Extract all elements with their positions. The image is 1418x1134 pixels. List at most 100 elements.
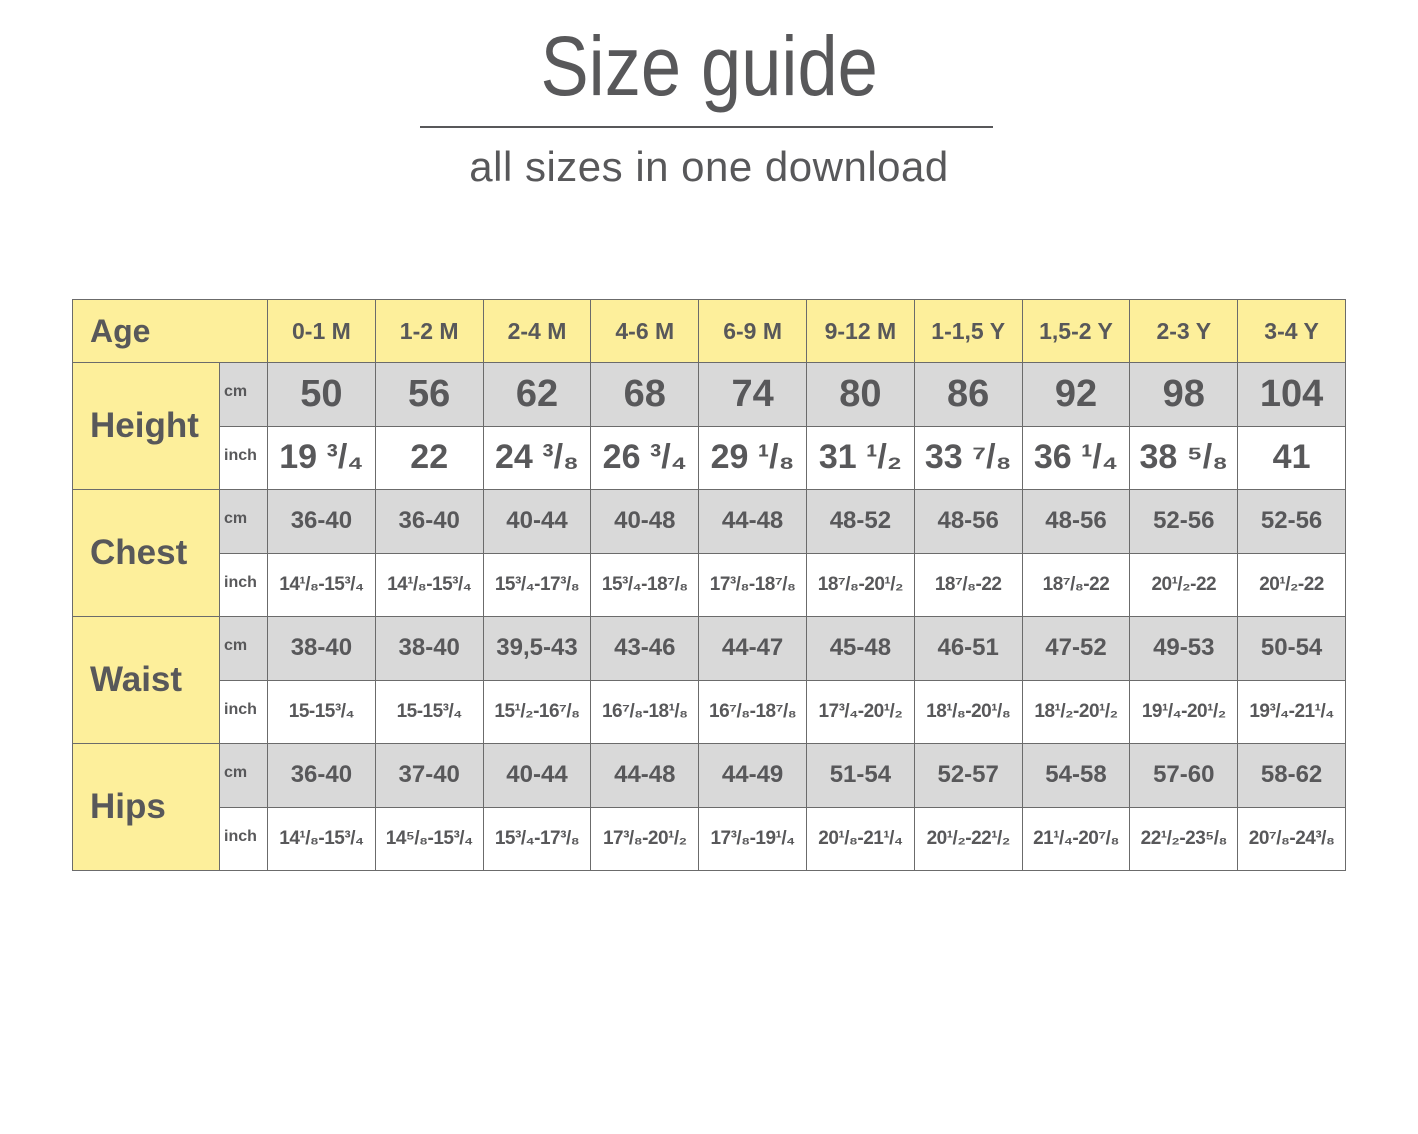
age-column-header: 6-9 M	[698, 299, 807, 363]
cm-value-cell: 98	[1129, 362, 1239, 427]
cm-value-cell: 62	[482, 362, 592, 427]
inch-value-cell: 18¹/₂-20¹/₂	[1021, 679, 1131, 744]
measurement-label: Hips	[72, 743, 220, 871]
cm-value-cell: 86	[913, 362, 1023, 427]
cm-value-cell: 52-56	[1129, 489, 1239, 554]
inch-value-cell: 31 ¹/₂	[805, 425, 915, 490]
inch-value-cell: 15³/₄-18⁷/₈	[590, 552, 700, 617]
cm-value-cell: 56	[374, 362, 484, 427]
age-column-header: 9-12 M	[805, 299, 915, 363]
unit-label-inch: inch	[219, 806, 268, 871]
unit-label-cm: cm	[219, 743, 268, 808]
age-column-header: 4-6 M	[590, 299, 700, 363]
cm-value-cell: 36-40	[374, 489, 484, 554]
cm-value-cell: 44-47	[698, 616, 807, 681]
inch-value-cell: 20¹/₂-22¹/₂	[913, 806, 1023, 871]
age-label: Age	[72, 299, 268, 363]
inch-value-cell: 15¹/₂-16⁷/₈	[482, 679, 592, 744]
title-divider	[420, 126, 993, 128]
inch-value-cell: 22¹/₂-23⁵/₈	[1129, 806, 1239, 871]
inch-value-cell: 20¹/₈-21¹/₄	[805, 806, 915, 871]
inch-value-cell: 41	[1237, 425, 1346, 490]
cm-value-cell: 40-44	[482, 743, 592, 808]
header-row: Age 0-1 M 1-2 M 2-4 M 4-6 M 6-9 M 9-12 M 1-1,5 …	[72, 299, 1346, 363]
inch-value-cell: 18⁷/₈-22	[913, 552, 1023, 617]
size-table: Age 0-1 M 1-2 M 2-4 M 4-6 M 6-9 M 9-12 M 1-1,5 …	[72, 299, 1346, 871]
cm-value-cell: 36-40	[267, 743, 376, 808]
inch-value-cell: 19 ³/₄	[267, 425, 376, 490]
age-column-header: 1,5-2 Y	[1021, 299, 1131, 363]
unit-label-inch: inch	[219, 425, 268, 490]
cm-value-cell: 74	[698, 362, 807, 427]
cm-value-cell: 58-62	[1237, 743, 1346, 808]
inch-value-cell: 19¹/₄-20¹/₂	[1129, 679, 1239, 744]
cm-value-cell: 37-40	[374, 743, 484, 808]
inch-value-cell: 36 ¹/₄	[1021, 425, 1131, 490]
inch-value-cell: 18¹/₈-20¹/₈	[913, 679, 1023, 744]
cm-value-cell: 48-52	[805, 489, 915, 554]
measurement-row-inch: inch 19 ³/₄ 22 24 ³/₈ 26 ³/₄ 29 ¹/₈ 31 ¹/₂ 33 ⁷…	[73, 425, 1346, 490]
unit-label-inch: inch	[219, 679, 268, 744]
unit-label-cm: cm	[219, 489, 268, 554]
measurement-label: Waist	[72, 616, 220, 744]
inch-value-cell: 15³/₄-17³/₈	[482, 552, 592, 617]
inch-value-cell: 16⁷/₈-18⁷/₈	[698, 679, 807, 744]
cm-value-cell: 50-54	[1237, 616, 1346, 681]
inch-value-cell: 19³/₄-21¹/₄	[1237, 679, 1346, 744]
inch-value-cell: 14¹/₈-15³/₄	[374, 552, 484, 617]
inch-value-cell: 20⁷/₈-24³/₈	[1237, 806, 1346, 871]
measurement-row-cm: Height cm 50 56 62 68 74 80 86 92 98 104	[72, 362, 1346, 490]
measurement-row-cm: Waist cm 38-40 38-40 39,5-43 43-46 44-47 45-48 4…	[72, 616, 1346, 744]
inch-value-cell: 24 ³/₈	[482, 425, 592, 490]
cm-value-cell: 54-58	[1021, 743, 1131, 808]
inch-value-cell: 18⁷/₈-22	[1021, 552, 1131, 617]
age-column-header: 1-2 M	[374, 299, 484, 363]
cm-value-cell: 36-40	[267, 489, 376, 554]
inch-value-cell: 17³/₄-20¹/₂	[805, 679, 915, 744]
inch-value-cell: 15-15³/₄	[374, 679, 484, 744]
cm-value-cell: 51-54	[805, 743, 915, 808]
unit-label-cm: cm	[219, 362, 268, 427]
unit-label-inch: inch	[219, 552, 268, 617]
cm-value-cell: 57-60	[1129, 743, 1239, 808]
inch-value-cell: 14¹/₈-15³/₄	[267, 806, 376, 871]
cm-value-cell: 40-44	[482, 489, 592, 554]
inch-value-cell: 17³/₈-18⁷/₈	[698, 552, 807, 617]
cm-value-cell: 50	[267, 362, 376, 427]
inch-value-cell: 26 ³/₄	[590, 425, 700, 490]
inch-value-cell: 33 ⁷/₈	[913, 425, 1023, 490]
cm-value-cell: 48-56	[1021, 489, 1131, 554]
cm-value-cell: 68	[590, 362, 700, 427]
cm-value-cell: 104	[1237, 362, 1346, 427]
measurement-label: Height	[72, 362, 220, 490]
page-subtitle: all sizes in one download	[469, 143, 949, 190]
inch-value-cell: 15³/₄-17³/₈	[482, 806, 592, 871]
cm-value-cell: 49-53	[1129, 616, 1239, 681]
inch-value-cell: 22	[374, 425, 484, 490]
age-column-header: 3-4 Y	[1237, 299, 1346, 363]
age-column-header: 1-1,5 Y	[913, 299, 1023, 363]
cm-value-cell: 80	[805, 362, 915, 427]
inch-value-cell: 38 ⁵/₈	[1129, 425, 1239, 490]
inch-value-cell: 21¹/₄-20⁷/₈	[1021, 806, 1131, 871]
cm-value-cell: 45-48	[805, 616, 915, 681]
age-column-header: 2-4 M	[482, 299, 592, 363]
measurement-row-inch: inch 15-15³/₄ 15-15³/₄ 15¹/₂-16⁷/₈ 16⁷/₈-18¹…	[73, 679, 1346, 744]
inch-value-cell: 14⁵/₈-15³/₄	[374, 806, 484, 871]
inch-value-cell: 17³/₈-20¹/₂	[590, 806, 700, 871]
cm-value-cell: 46-51	[913, 616, 1023, 681]
inch-value-cell: 16⁷/₈-18¹/₈	[590, 679, 700, 744]
page-title: Size guide	[540, 19, 878, 113]
inch-value-cell: 15-15³/₄	[267, 679, 376, 744]
cm-value-cell: 92	[1021, 362, 1131, 427]
cm-value-cell: 44-48	[698, 489, 807, 554]
cm-value-cell: 47-52	[1021, 616, 1131, 681]
cm-value-cell: 38-40	[267, 616, 376, 681]
cm-value-cell: 52-57	[913, 743, 1023, 808]
age-column-header: 0-1 M	[267, 299, 376, 363]
measurement-row-cm: Chest cm 36-40 36-40 40-44 40-48 44-48 48-52 48-…	[72, 489, 1346, 617]
cm-value-cell: 43-46	[590, 616, 700, 681]
inch-value-cell: 20¹/₂-22	[1129, 552, 1239, 617]
measurement-row-cm: Hips cm 36-40 37-40 40-44 44-48 44-49 51-54 52-5…	[72, 743, 1346, 871]
measurement-row-inch: inch 14¹/₈-15³/₄ 14⁵/₈-15³/₄ 15³/₄-17³/₈ 17³…	[73, 806, 1346, 871]
